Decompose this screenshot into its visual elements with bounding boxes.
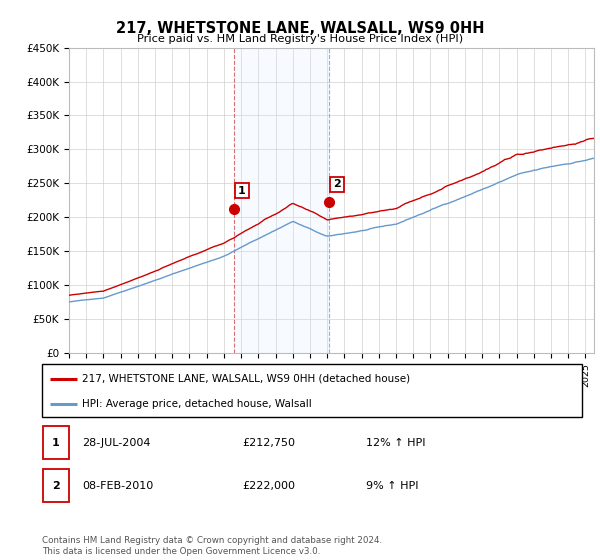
FancyBboxPatch shape xyxy=(43,426,69,459)
Text: £212,750: £212,750 xyxy=(242,437,295,447)
Text: 9% ↑ HPI: 9% ↑ HPI xyxy=(366,481,419,491)
Text: Price paid vs. HM Land Registry's House Price Index (HPI): Price paid vs. HM Land Registry's House … xyxy=(137,34,463,44)
Text: HPI: Average price, detached house, Walsall: HPI: Average price, detached house, Wals… xyxy=(83,399,312,409)
Text: 2: 2 xyxy=(52,481,60,491)
Text: 217, WHETSTONE LANE, WALSALL, WS9 0HH: 217, WHETSTONE LANE, WALSALL, WS9 0HH xyxy=(116,21,484,36)
Text: 2: 2 xyxy=(333,179,341,189)
FancyBboxPatch shape xyxy=(42,364,582,417)
Text: Contains HM Land Registry data © Crown copyright and database right 2024.
This d: Contains HM Land Registry data © Crown c… xyxy=(42,536,382,556)
Text: 08-FEB-2010: 08-FEB-2010 xyxy=(83,481,154,491)
Text: 1: 1 xyxy=(52,437,60,447)
Text: 28-JUL-2004: 28-JUL-2004 xyxy=(83,437,151,447)
Text: £222,000: £222,000 xyxy=(242,481,295,491)
Text: 12% ↑ HPI: 12% ↑ HPI xyxy=(366,437,425,447)
FancyBboxPatch shape xyxy=(43,469,69,502)
Text: 217, WHETSTONE LANE, WALSALL, WS9 0HH (detached house): 217, WHETSTONE LANE, WALSALL, WS9 0HH (d… xyxy=(83,374,410,384)
Text: 1: 1 xyxy=(238,185,246,195)
Bar xyxy=(234,48,329,353)
